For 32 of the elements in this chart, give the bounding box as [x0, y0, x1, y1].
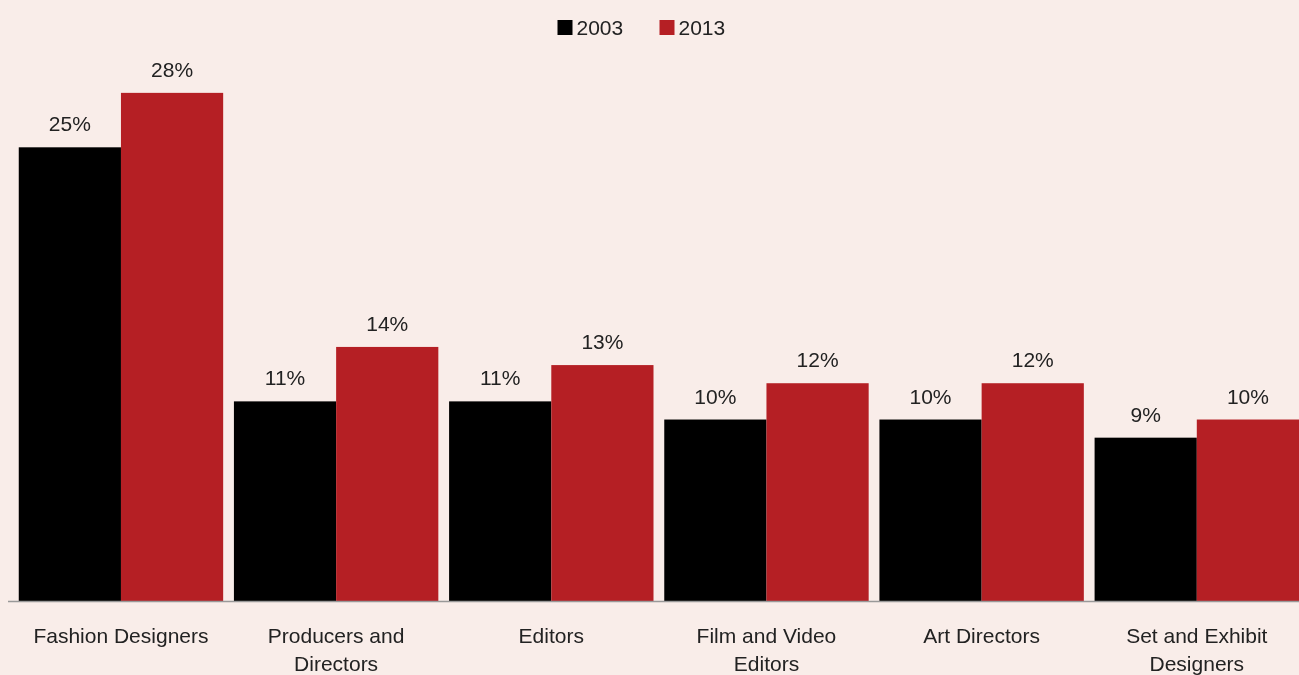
- bar: [233, 401, 337, 601]
- data-label: 11%: [264, 366, 306, 390]
- bar: [551, 365, 654, 601]
- bar: [449, 401, 552, 601]
- data-label: 10%: [694, 384, 737, 408]
- bar: [1094, 437, 1197, 601]
- x-tick-label: Art Directors: [923, 624, 1040, 647]
- data-label: 9%: [1130, 402, 1161, 426]
- bar: [981, 383, 1084, 601]
- data-label: 10%: [909, 384, 952, 408]
- bar: [1196, 419, 1299, 601]
- data-label: 25%: [48, 112, 91, 136]
- x-tick-label: Producers and Directors: [267, 624, 405, 675]
- legend-label: 2003: [576, 16, 624, 39]
- x-tick-label: Fashion Designers: [33, 624, 209, 647]
- data-label: 13%: [581, 330, 624, 354]
- data-label: 28%: [151, 57, 194, 81]
- bar: [120, 92, 224, 601]
- bar: [18, 147, 121, 601]
- bar: [336, 346, 439, 601]
- bar: [766, 383, 869, 601]
- data-label: 12%: [796, 348, 839, 372]
- data-label: 12%: [1011, 348, 1054, 372]
- x-tick-label: Editors: [518, 624, 584, 647]
- x-tick-label: Film and Video Editors: [696, 624, 837, 675]
- data-label: 14%: [366, 311, 409, 335]
- legend-label: 2013: [678, 16, 726, 39]
- x-tick-label: Set and Exhibit Designers: [1126, 624, 1268, 675]
- bar: [879, 419, 982, 601]
- bar: [664, 419, 767, 601]
- data-label: 11%: [479, 366, 521, 390]
- data-label: 10%: [1226, 384, 1269, 408]
